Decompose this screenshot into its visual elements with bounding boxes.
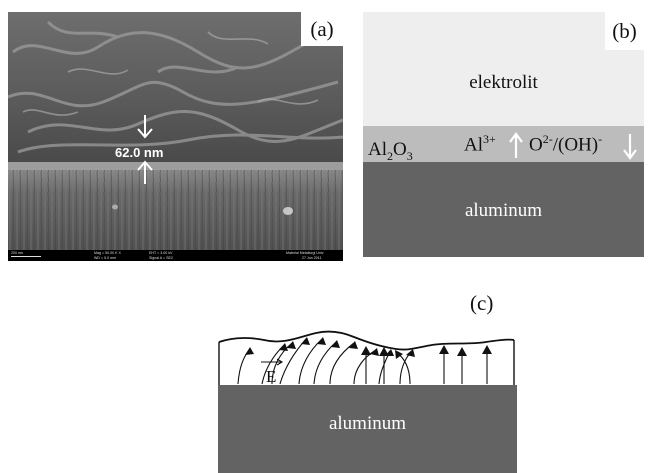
panel-c-label: (c)	[470, 291, 494, 315]
sem-info-bar: 200 nm Mag = 50.00 K X WD = 5.0 mm EHT =…	[8, 250, 343, 261]
field-arrowheads	[245, 337, 492, 359]
oxide-layer	[363, 126, 644, 162]
oxide-surface	[218, 330, 515, 351]
cation-base: Al	[464, 134, 483, 156]
aluminum-substrate-c: aluminum	[218, 385, 517, 473]
oxide-formula: Al2O3	[368, 139, 413, 164]
thickness-arrows	[137, 115, 153, 184]
sem-image	[8, 12, 343, 261]
e-field-vector-icon	[261, 358, 284, 366]
sem-signal: Signal A = SE2	[149, 256, 173, 260]
aluminum-label-c: aluminum	[328, 413, 407, 434]
anion-base: O	[529, 134, 543, 156]
anion-alt: /(OH)	[552, 134, 599, 156]
aluminum-label-b: aluminum	[464, 200, 543, 221]
oxide-mid: O	[393, 139, 407, 160]
electrolyte-label: elektrolit	[469, 72, 538, 93]
panel-b-label: (b)	[605, 12, 644, 50]
sem-scale-bar	[11, 256, 41, 257]
layer-schematic: (b) elektrolit Al2O3 Al3+ O2-/(OH)- alum…	[363, 12, 644, 257]
sem-date: 27 Jun 2011	[302, 256, 322, 260]
anion-label: O2-/(OH)-	[529, 132, 602, 156]
sem-lab: Material Metallurgi Univ	[286, 251, 324, 255]
panel-a-label: (a)	[301, 12, 343, 46]
anion-charge: 2-	[542, 132, 553, 146]
field-symbol: E	[266, 367, 277, 386]
oxide-base: Al	[368, 139, 387, 160]
sem-micrograph: 62.0 nm 200 nm Mag = 50.00 K X WD = 5.0 …	[8, 12, 343, 261]
sem-wd: WD = 5.0 mm	[94, 256, 117, 260]
sem-scale-bar-label: 200 nm	[11, 251, 23, 255]
cation-label: Al3+	[464, 132, 496, 156]
field-schematic	[218, 330, 515, 385]
oxide-sub2: 3	[406, 148, 413, 163]
oxide-thickness-label: 62.0 nm	[115, 145, 164, 160]
anion-down-arrow-icon	[623, 134, 637, 160]
oxide-sub1: 2	[387, 148, 393, 163]
electrolyte-layer	[363, 12, 644, 126]
sem-eht: EHT = 3.00 kV	[149, 251, 173, 255]
anion-alt-charge: -	[598, 132, 603, 146]
aluminum-layer	[363, 162, 644, 257]
cation-up-arrow-icon	[509, 132, 523, 158]
sem-mag: Mag = 50.00 K X	[94, 251, 121, 255]
surface-texture	[8, 20, 343, 154]
cation-charge: 3+	[483, 132, 496, 146]
